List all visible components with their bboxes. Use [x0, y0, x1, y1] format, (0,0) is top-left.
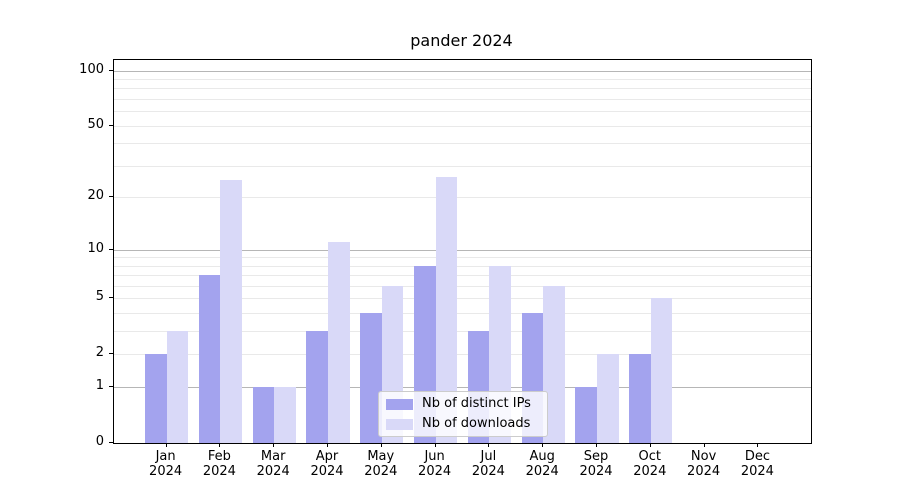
bar-distinct-ips-jan	[144, 354, 167, 443]
x-tick-mark	[327, 443, 328, 447]
x-tick-mark	[757, 443, 759, 447]
y-tick-label: 1	[95, 378, 104, 394]
x-tick-label: Oct 2024	[633, 449, 667, 479]
legend: Nb of distinct IPs Nb of downloads	[378, 391, 548, 437]
x-tick-label: Jun 2024	[418, 449, 452, 479]
minor-gridline	[114, 265, 811, 267]
major-gridline	[114, 70, 811, 72]
minor-gridline	[114, 88, 811, 90]
x-tick-mark	[273, 443, 275, 447]
x-tick-label: Nov 2024	[687, 449, 721, 479]
legend-item-distinct-ips: Nb of distinct IPs	[386, 396, 540, 412]
major-gridline	[114, 249, 811, 251]
x-tick-label: Aug 2024	[525, 449, 559, 479]
x-tick-mark	[649, 443, 651, 447]
bar-downloads-feb	[220, 180, 243, 443]
bar-downloads-apr	[328, 242, 350, 443]
y-tick-mark	[109, 386, 113, 388]
bar-downloads-oct	[650, 298, 673, 443]
x-tick-mark	[596, 443, 597, 447]
y-tick-mark	[109, 353, 113, 355]
x-tick-mark	[434, 443, 436, 447]
y-tick-label: 50	[87, 116, 104, 132]
minor-gridline	[114, 275, 811, 277]
y-tick-label: 0	[95, 434, 104, 449]
y-tick-label: 100	[79, 61, 104, 77]
legend-item-downloads: Nb of downloads	[386, 416, 540, 432]
bar-downloads-jan	[166, 331, 189, 443]
legend-label-distinct-ips: Nb of distinct IPs	[422, 396, 531, 411]
bar-distinct-ips-may	[360, 313, 382, 443]
plot-area: Nb of distinct IPs Nb of downloads	[113, 59, 812, 444]
y-tick-mark	[109, 248, 113, 250]
minor-gridline	[114, 79, 811, 80]
x-tick-label: Feb 2024	[202, 449, 236, 479]
minor-gridline	[114, 331, 811, 333]
x-tick-label: Sep 2024	[579, 449, 613, 479]
chart-title: pander 2024	[410, 31, 513, 50]
minor-gridline	[114, 313, 811, 315]
y-tick-label: 5	[95, 289, 104, 305]
bar-distinct-ips-apr	[306, 331, 328, 443]
minor-gridline	[114, 257, 811, 259]
bar-downloads-mar	[274, 387, 296, 443]
minor-gridline	[114, 197, 811, 199]
y-tick-label: 20	[87, 188, 104, 204]
x-tick-mark	[488, 443, 490, 447]
y-tick-mark	[109, 69, 113, 71]
legend-label-downloads: Nb of downloads	[422, 416, 531, 431]
x-tick-label: Jul 2024	[471, 449, 505, 479]
minor-gridline	[114, 111, 811, 113]
y-tick-label: 10	[87, 240, 104, 256]
x-tick-mark	[703, 443, 705, 447]
bar-downloads-aug	[543, 285, 565, 443]
minor-gridline	[114, 165, 811, 167]
distinct-ips-swatch	[386, 398, 413, 410]
bar-distinct-ips-sep	[575, 387, 597, 443]
x-tick-label: Mar 2024	[256, 449, 290, 479]
x-tick-mark	[219, 443, 221, 447]
minor-gridline	[114, 298, 811, 300]
y-tick-mark	[109, 196, 113, 198]
x-tick-mark	[380, 443, 382, 447]
minor-gridline	[114, 99, 811, 101]
y-tick-mark	[109, 124, 113, 126]
bar-distinct-ips-oct	[629, 354, 651, 443]
y-tick-mark	[109, 297, 113, 299]
x-tick-label: Jan 2024	[149, 449, 183, 479]
minor-gridline	[114, 125, 811, 127]
major-gridline	[114, 387, 811, 389]
bar-downloads-jun	[435, 177, 458, 443]
x-tick-mark	[542, 443, 544, 447]
minor-gridline	[114, 285, 811, 287]
y-tick-label: 2	[95, 345, 104, 361]
y-tick-mark	[109, 442, 113, 443]
x-tick-mark	[165, 443, 167, 447]
minor-gridline	[114, 143, 811, 145]
bar-downloads-sep	[597, 354, 619, 443]
downloads-swatch	[386, 418, 413, 430]
bar-distinct-ips-feb	[198, 275, 221, 443]
x-tick-label: Apr 2024	[310, 449, 344, 479]
x-tick-label: Dec 2024	[740, 449, 774, 479]
x-tick-label: May 2024	[364, 449, 398, 479]
bar-distinct-ips-mar	[252, 387, 275, 443]
minor-gridline	[114, 354, 811, 356]
